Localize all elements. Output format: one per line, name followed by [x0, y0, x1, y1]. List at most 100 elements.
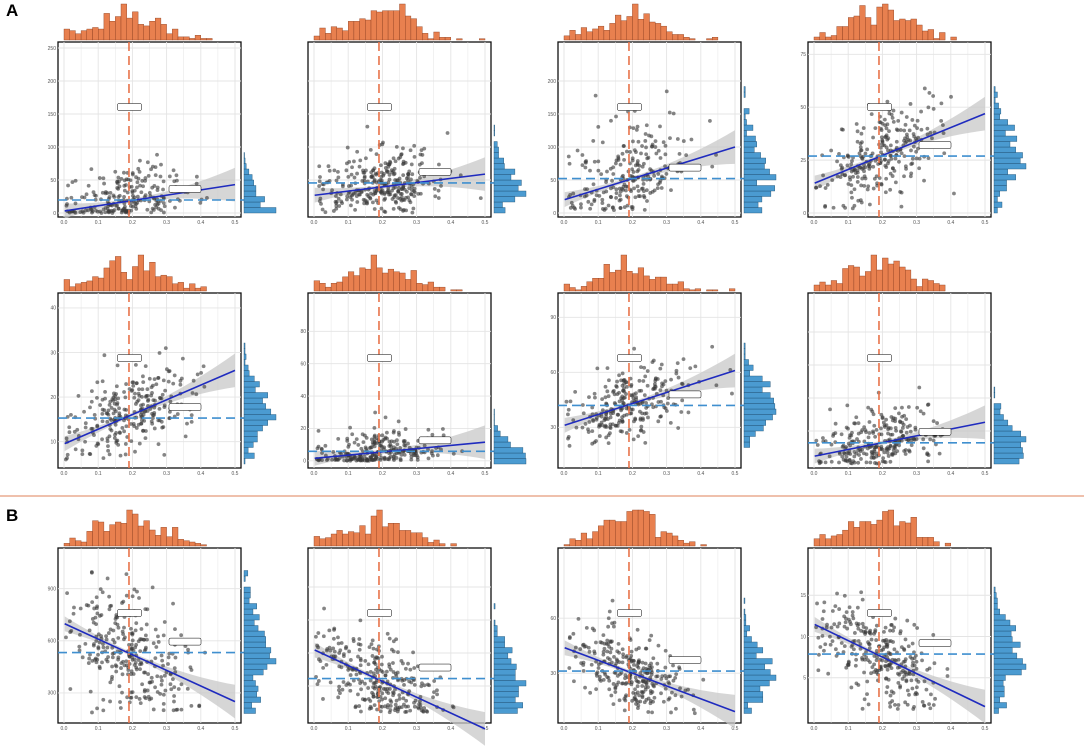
x-marginal-bar [620, 254, 627, 292]
data-point [893, 180, 898, 185]
data-point [112, 195, 117, 199]
data-point [583, 165, 588, 170]
y-marginal-bar [243, 414, 277, 421]
data-point [620, 186, 624, 191]
data-point [865, 187, 870, 192]
data-point [922, 679, 927, 684]
y-marginal-bar [743, 647, 764, 654]
data-point [686, 687, 690, 692]
data-point [844, 445, 848, 449]
x-tick-label: 0.5 [482, 471, 489, 477]
data-point [90, 600, 95, 605]
data-point [127, 642, 131, 647]
data-point [889, 153, 893, 158]
x-marginal-bar [399, 530, 406, 547]
data-point [394, 200, 398, 205]
data-point [879, 135, 884, 140]
data-point [173, 627, 177, 632]
data-point [611, 165, 616, 170]
x-marginal-bar [626, 16, 633, 41]
y-marginal-bar [743, 359, 749, 366]
data-point [568, 399, 573, 404]
x-marginal-bar [643, 511, 650, 547]
data-point [150, 585, 155, 590]
data-point [818, 645, 823, 649]
x-tick-label: 0.2 [879, 220, 886, 226]
data-point [78, 606, 83, 611]
data-point [854, 621, 859, 626]
data-point [394, 674, 399, 678]
data-point [864, 655, 869, 660]
x-marginal-bar [632, 3, 639, 41]
x-marginal-bar [905, 269, 912, 292]
x-marginal-bar [927, 537, 934, 547]
data-point [845, 153, 850, 158]
y-marginal-bar [993, 458, 1020, 465]
data-point [889, 623, 894, 627]
data-point [580, 153, 585, 157]
data-point [656, 148, 661, 153]
data-point [708, 119, 712, 123]
data-point [939, 118, 944, 123]
data-point [821, 436, 825, 440]
data-point [422, 443, 427, 448]
data-point [150, 679, 154, 684]
x-marginal-bar [194, 35, 202, 41]
y-marginal-bar [743, 669, 771, 676]
data-point [633, 675, 638, 680]
x-marginal-bar [416, 283, 423, 292]
data-point [373, 171, 378, 176]
x-marginal-bar [563, 35, 570, 41]
data-point [646, 710, 651, 714]
data-point [643, 139, 648, 143]
x-tick-label: 0.0 [311, 726, 318, 732]
data-point [145, 160, 150, 165]
y-marginal-bar [493, 447, 524, 454]
x-tick-label: 0.0 [61, 220, 68, 226]
data-point [922, 86, 927, 91]
data-point [136, 166, 141, 171]
y-marginal-bar [493, 441, 511, 448]
data-point [115, 179, 120, 184]
data-point [903, 659, 907, 664]
data-point [161, 425, 166, 429]
data-point [371, 168, 376, 173]
x-marginal-bar [660, 531, 667, 547]
data-point [588, 206, 593, 211]
x-tick-label: 0.5 [482, 726, 489, 732]
y-tick-label: 150 [48, 112, 57, 118]
data-point [399, 152, 404, 157]
data-point [357, 456, 362, 461]
data-point [417, 162, 422, 167]
data-point [137, 441, 142, 446]
x-tick-label: 0.2 [129, 220, 136, 226]
data-point [199, 370, 204, 375]
x-marginal-bar [166, 33, 173, 41]
y-marginal-bar [993, 124, 1015, 131]
data-point [142, 689, 147, 694]
x-tick-label: 0.3 [413, 220, 420, 226]
x-marginal-bar [359, 267, 366, 292]
scatter-panel-vsig4: 0.0 0.1 0.2 0.3 0.4 0.5 [807, 254, 1027, 477]
x-marginal-bar [677, 34, 684, 41]
data-point [107, 607, 112, 612]
data-point [844, 665, 849, 670]
data-point [189, 703, 194, 708]
y-tick-label: 90 [550, 315, 556, 321]
y-marginal-bar [743, 91, 746, 98]
y-marginal-bar [243, 691, 258, 698]
data-point [409, 192, 414, 197]
data-point [363, 681, 367, 686]
x-marginal-bar [86, 28, 93, 41]
data-point [67, 619, 72, 624]
data-point [882, 423, 887, 428]
data-point [80, 448, 85, 453]
data-point [663, 152, 668, 157]
data-point [122, 188, 127, 193]
data-point [617, 698, 622, 703]
x-marginal-bar [569, 287, 576, 292]
data-point [73, 201, 78, 206]
data-point [110, 211, 115, 215]
data-point [617, 198, 622, 203]
data-point [829, 442, 834, 447]
